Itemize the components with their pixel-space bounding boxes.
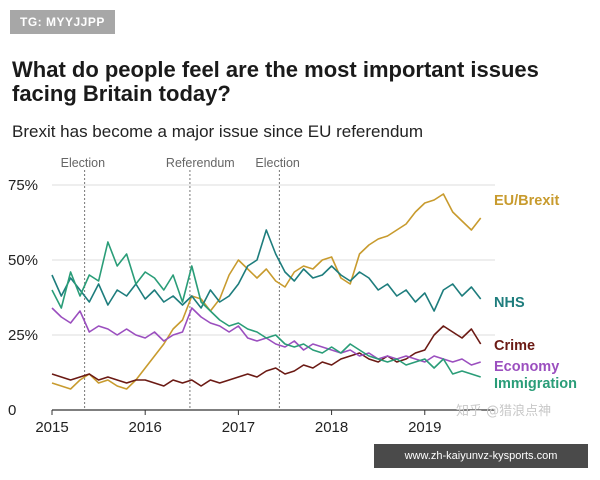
y-tick-label: 25%	[8, 327, 38, 344]
series-label: NHS	[494, 295, 525, 311]
watermark: 知乎 @猎浪点神	[456, 404, 552, 419]
series-label: Immigration	[494, 376, 577, 392]
series-line-nhs	[51, 229, 482, 312]
x-tick-label: 2017	[222, 419, 255, 436]
x-tick-label: 2015	[35, 419, 68, 436]
series-line-eu-brexit	[51, 193, 482, 390]
series-label: EU/Brexit	[494, 193, 559, 209]
x-tick-label: 2016	[129, 419, 162, 436]
event-label: Referendum	[166, 156, 235, 170]
chart-title: What do people feel are the most importa…	[12, 57, 539, 106]
series-line-economy	[51, 307, 481, 366]
y-tick-label: 50%	[8, 252, 38, 269]
y-tick-label: 0	[8, 402, 16, 419]
chart-subtitle: Brexit has become a major issue since EU…	[12, 122, 424, 141]
footer-url: www.zh-kaiyunvz-kysports.com	[374, 444, 588, 468]
series-line-immigration	[51, 241, 481, 378]
y-tick-label: 75%	[8, 177, 38, 194]
line-chart: 0 25% 50% 75% 2015 2016 2017 2018 2019 Election Re…	[8, 156, 577, 436]
series-label: Crime	[494, 338, 535, 354]
x-tick-label: 2019	[408, 419, 441, 436]
series-label: Economy	[494, 359, 559, 375]
tag-badge: TG: MYYJJPP	[10, 10, 115, 34]
x-tick-label: 2018	[315, 419, 348, 436]
event-label: Election	[61, 156, 106, 170]
event-label: Election	[255, 156, 300, 170]
